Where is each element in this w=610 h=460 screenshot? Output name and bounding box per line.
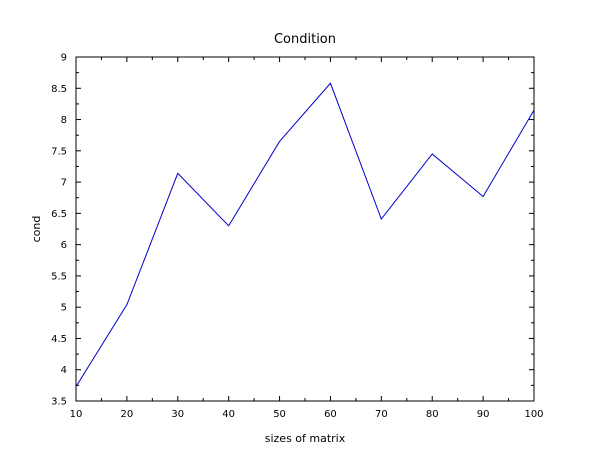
y-tick-label: 5.5 (51, 271, 67, 282)
x-axis: 10 20 30 40 50 60 70 80 90 100 (70, 57, 544, 420)
x-tick-label: 10 (70, 409, 83, 420)
y-tick-label: 5 (61, 303, 67, 314)
y-tick-label: 8 (61, 115, 67, 126)
y-tick-label: 6.5 (51, 209, 67, 220)
y-tick-label: 6 (61, 240, 67, 251)
y-tick-label: 7 (61, 178, 67, 189)
y-axis-label: cond (30, 216, 43, 243)
x-tick-label: 70 (375, 409, 388, 420)
y-tick-label: 9 (61, 53, 67, 64)
x-tick-label: 80 (426, 409, 439, 420)
y-axis: 3.5 4 4.5 5 5.5 6 6.5 7 7.5 8 8.5 9 (51, 53, 534, 408)
y-tick-label: 8.5 (51, 84, 67, 95)
chart-title: Condition (274, 32, 336, 47)
series-layer (75, 82, 535, 387)
plot-area (75, 56, 535, 402)
x-tick-label: 90 (477, 409, 490, 420)
y-tick-label: 3.5 (51, 397, 67, 408)
y-tick-label: 4.5 (51, 334, 67, 345)
series-line (75, 82, 535, 387)
x-tick-label: 50 (273, 409, 286, 420)
x-tick-label: 100 (524, 409, 543, 420)
x-axis-label: sizes of matrix (265, 432, 346, 445)
y-tick-label: 7.5 (51, 146, 67, 157)
x-tick-label: 60 (324, 409, 337, 420)
x-tick-label: 20 (121, 409, 134, 420)
y-tick-label: 4 (61, 365, 67, 376)
x-tick-label: 30 (171, 409, 184, 420)
x-tick-label: 40 (222, 409, 235, 420)
